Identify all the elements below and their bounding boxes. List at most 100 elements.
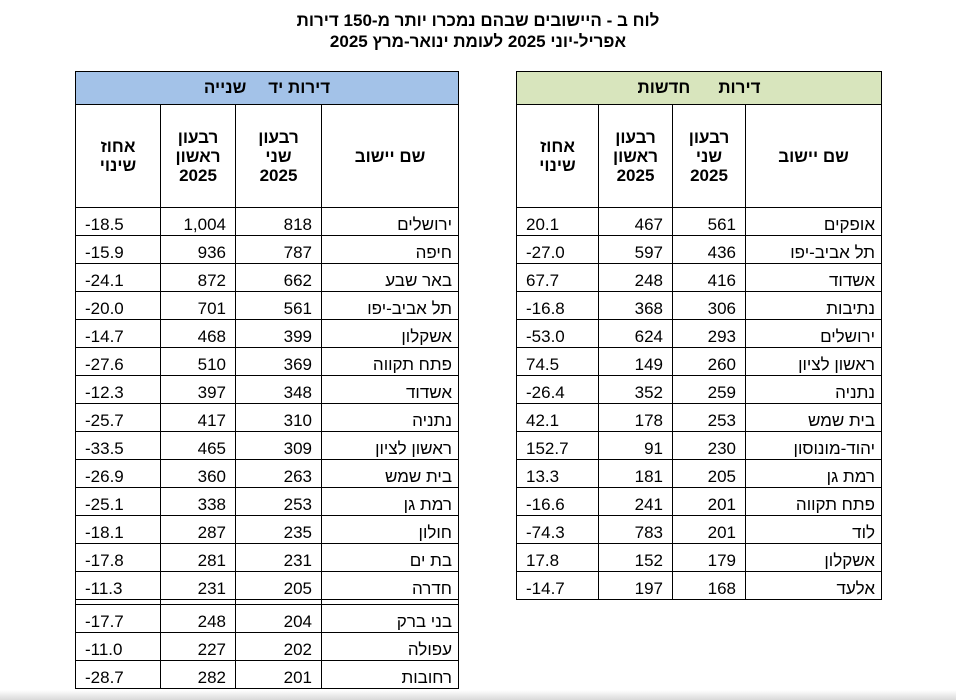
second-quarter-cell: 369: [235, 347, 322, 376]
table-row: 20.1 467 561 אופקים: [516, 207, 882, 236]
first-quarter-cell: 417: [160, 403, 236, 432]
locality-name-cell: ירושלים: [321, 207, 459, 236]
second-quarter-cell: 561: [672, 207, 746, 236]
percent-change-cell: -16.8: [516, 291, 599, 320]
title-line-1: לוח ב - היישובים שבהם נמכרו יותר מ-150 ד…: [296, 11, 660, 30]
table-row: 13.3 181 205 רמת גן: [516, 459, 882, 488]
table-row: -28.7 282 201 רחובות: [75, 660, 459, 689]
second-quarter-cell: 235: [235, 515, 322, 544]
table-row: 42.1 178 253 בית שמש: [516, 403, 882, 432]
percent-change-cell: -27.0: [516, 235, 599, 264]
first-quarter-cell: 701: [160, 291, 236, 320]
first-quarter-cell: 397: [160, 375, 236, 404]
percent-change-cell: -27.6: [75, 347, 161, 376]
locality-name-cell: תל אביב-יפו: [321, 291, 459, 320]
table-row: -17.8 281 231 בת ים: [75, 543, 459, 572]
second-quarter-cell: 202: [235, 632, 322, 661]
percent-change-cell: -53.0: [516, 319, 599, 348]
column-header-percent-change: אחוז שינוי: [75, 104, 161, 208]
second-quarter-cell: 231: [235, 543, 322, 572]
locality-name-cell: אלעד: [745, 571, 882, 600]
percent-change-cell: -11.3: [75, 571, 161, 600]
second-quarter-cell: 230: [672, 431, 746, 460]
locality-name-cell: רחובות: [321, 660, 459, 689]
table-row: -14.7 468 399 אשקלון: [75, 319, 459, 348]
table-row: -18.1 287 235 חולון: [75, 515, 459, 544]
table-row: -27.0 597 436 תל אביב-יפו: [516, 235, 882, 264]
second-quarter-cell: 662: [235, 263, 322, 292]
table-row: -14.7 197 168 אלעד: [516, 571, 882, 600]
table-row: -20.0 701 561 תל אביב-יפו: [75, 291, 459, 320]
locality-name-cell: ראשון לציון: [321, 431, 459, 460]
second-quarter-cell: 260: [672, 347, 746, 376]
first-quarter-cell: 783: [598, 515, 673, 544]
secondhand-table-header: דירות יד שנייה: [75, 71, 459, 105]
first-quarter-cell: 241: [598, 487, 673, 516]
table-row: -18.5 1,004 818 ירושלים: [75, 207, 459, 236]
locality-name-cell: פתח תקווה: [321, 347, 459, 376]
column-header-first-quarter: רבעון ראשון 2025: [160, 104, 236, 208]
locality-name-cell: עפולה: [321, 632, 459, 661]
table-row: -26.9 360 263 בית שמש: [75, 459, 459, 488]
locality-name-cell: בית שמש: [321, 459, 459, 488]
locality-name-cell: אשדוד: [745, 263, 882, 292]
first-quarter-cell: 281: [160, 543, 236, 572]
second-quarter-cell: 263: [235, 459, 322, 488]
locality-name-cell: חיפה: [321, 235, 459, 264]
table-row: -27.6 510 369 פתח תקווה: [75, 347, 459, 376]
report-title: לוח ב - היישובים שבהם נמכרו יותר מ-150 ד…: [0, 10, 956, 52]
locality-name-cell: פתח תקווה: [745, 487, 882, 516]
percent-change-cell: -14.7: [75, 319, 161, 348]
first-quarter-cell: 468: [160, 319, 236, 348]
table-row: -15.9 936 787 חיפה: [75, 235, 459, 264]
percent-change-cell: 74.5: [516, 347, 599, 376]
second-quarter-cell: 293: [672, 319, 746, 348]
locality-name-cell: חולון: [321, 515, 459, 544]
column-header-locality-name: שם יישוב: [321, 104, 459, 208]
first-quarter-cell: 197: [598, 571, 673, 600]
locality-name-cell: אופקים: [745, 207, 882, 236]
second-quarter-cell: 399: [235, 319, 322, 348]
first-quarter-cell: 467: [598, 207, 673, 236]
first-quarter-cell: 178: [598, 403, 673, 432]
first-quarter-cell: 227: [160, 632, 236, 661]
percent-change-cell: 67.7: [516, 263, 599, 292]
locality-name-cell: יהוד-מונוסון: [745, 431, 882, 460]
table-row: -16.6 241 201 פתח תקווה: [516, 487, 882, 516]
locality-name-cell: רמת גן: [321, 487, 459, 516]
table-row: 67.7 248 416 אשדוד: [516, 263, 882, 292]
column-header-first-quarter: רבעון ראשון 2025: [598, 104, 673, 208]
column-header-second-quarter: רבעון שני 2025: [235, 104, 322, 208]
new-header-word1: דירות: [718, 78, 761, 97]
second-quarter-cell: 259: [672, 375, 746, 404]
locality-name-cell: באר שבע: [321, 263, 459, 292]
second-quarter-cell: 306: [672, 291, 746, 320]
column-header-second-quarter: רבעון שני 2025: [672, 104, 746, 208]
first-quarter-cell: 91: [598, 431, 673, 460]
secondhand-header-word1: דירות יד: [268, 78, 331, 97]
table-row: -24.1 872 662 באר שבע: [75, 263, 459, 292]
percent-change-cell: -33.5: [75, 431, 161, 460]
percent-change-cell: -74.3: [516, 515, 599, 544]
locality-name-cell: תל אביב-יפו: [745, 235, 882, 264]
locality-name-cell: בת ים: [321, 543, 459, 572]
percent-change-cell: -12.3: [75, 375, 161, 404]
locality-name-cell: אשקלון: [745, 543, 882, 572]
first-quarter-cell: 360: [160, 459, 236, 488]
column-header-locality-name: שם יישוב: [745, 104, 882, 208]
second-quarter-cell: 204: [235, 604, 322, 633]
locality-name-cell: רמת גן: [745, 459, 882, 488]
table-row: -25.1 338 253 רמת גן: [75, 487, 459, 516]
percent-change-cell: -17.7: [75, 604, 161, 633]
percent-change-cell: -11.0: [75, 632, 161, 661]
locality-name-cell: חדרה: [321, 571, 459, 600]
locality-name-cell: נתניה: [321, 403, 459, 432]
percent-change-cell: -20.0: [75, 291, 161, 320]
second-quarter-cell: 310: [235, 403, 322, 432]
locality-name-cell: בני ברק: [321, 604, 459, 633]
percent-change-cell: -18.5: [75, 207, 161, 236]
first-quarter-cell: 465: [160, 431, 236, 460]
new-table-body: 20.1 467 561 אופקים -27.0 597 436 תל אביב-יפו 67…: [516, 207, 882, 600]
first-quarter-cell: 352: [598, 375, 673, 404]
locality-name-cell: ראשון לציון: [745, 347, 882, 376]
